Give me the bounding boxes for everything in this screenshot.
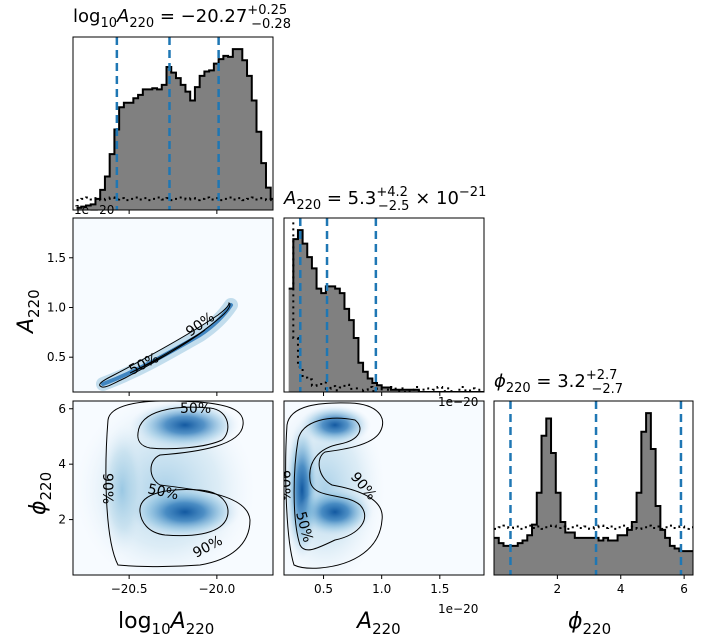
contour-50 <box>293 417 366 551</box>
histogram-fill <box>76 49 273 210</box>
y-tick-label: 4 <box>58 457 66 471</box>
y-tick-label: 2 <box>58 513 66 527</box>
panel-A220-vs-log10A220: 50% 90% <box>72 217 274 393</box>
y-axis-label-A220: A220 <box>14 289 43 335</box>
quantile-lines <box>299 218 378 392</box>
panel-A220-hist: A220 = 5.3+4.2 −2.5 × 10−21 <box>283 185 486 393</box>
contour-label-90: 90% <box>99 473 115 504</box>
quantile-lines <box>509 401 683 575</box>
axes-frame <box>72 217 274 393</box>
x-axis-label-phi220: ϕ220 <box>568 609 611 638</box>
x-tick-label: 2 <box>554 582 562 596</box>
y-axis-label-phi220: ϕ220 <box>26 472 55 515</box>
x-tick-label: 0.5 <box>314 582 333 596</box>
histogram-edge <box>288 229 484 392</box>
prior-histogram <box>292 218 484 392</box>
panel-phi220-hist: ϕ220 = 3.2+2.7 −2.7 <box>493 368 694 576</box>
density-mode-upper <box>299 405 371 445</box>
density-mode-lower <box>130 486 240 538</box>
panel-phi220-vs-A220: 50% 90% 90% <box>276 400 485 576</box>
x-tick-label: 1.0 <box>372 582 391 596</box>
axis-ticks: −20.5 −20.0 0.5 1.0 1.5 2 4 6 0.5 1.0 1.5 2 4 6 <box>47 210 688 596</box>
contour-50-lower <box>139 489 229 537</box>
x-tick-label: 6 <box>680 582 688 596</box>
x-tick-label: 1.5 <box>430 582 449 596</box>
offset-label: 1e−20 <box>438 395 478 409</box>
contour-label-50-top: 50% <box>180 401 211 417</box>
axes-frame <box>493 400 694 576</box>
prior-histogram <box>494 524 693 530</box>
panel-title-log10A220: log10A220 = −20.27+0.25 −0.28 <box>73 3 291 32</box>
contour-label-50: 50% <box>146 481 180 503</box>
x-tick-label: −20.0 <box>198 582 235 596</box>
histogram-fill <box>288 230 484 392</box>
contour-90 <box>285 402 384 569</box>
axes-frame <box>72 36 274 211</box>
density-background <box>73 218 273 392</box>
contour-label-50: 50% <box>292 510 316 544</box>
axes-frame <box>283 400 485 576</box>
contour-90 <box>105 401 251 568</box>
axes-frame <box>283 217 485 393</box>
contour-50-upper <box>137 406 229 450</box>
y-tick-label: 0.5 <box>47 350 66 364</box>
quantile-lines <box>115 37 220 210</box>
x-axis-label-log10A220: log10A220 <box>118 609 214 638</box>
density-left-arm <box>100 425 144 555</box>
y-tick-label: 1.0 <box>47 300 66 314</box>
offset-label: 1e−20 <box>74 203 114 217</box>
x-tick-label: −20.5 <box>111 582 148 596</box>
contour-label-90: 90% <box>276 470 292 501</box>
prior-histogram <box>76 196 273 202</box>
contour-90 <box>99 302 231 388</box>
contour-50 <box>129 329 206 374</box>
axes-frame <box>72 400 274 576</box>
density-mode-lower <box>297 488 373 536</box>
histogram-edge <box>76 48 273 209</box>
panel-title-A220: A220 = 5.3+4.2 −2.5 × 10−21 <box>283 185 486 214</box>
y-tick-label: 6 <box>58 402 66 416</box>
histogram-fill <box>494 413 693 575</box>
density-mode-upper <box>130 401 240 449</box>
panel-phi220-vs-log10A220: 50% 90% 90% 50% <box>72 400 274 576</box>
x-tick-label: 4 <box>617 582 625 596</box>
offset-label: 1e−20 <box>438 602 478 616</box>
x-axis-label-A220: A220 <box>355 609 401 638</box>
panel-log10A220-hist: log10A220 = −20.27+0.25 −0.28 <box>72 3 291 211</box>
y-tick-label: 1.5 <box>47 251 66 265</box>
panel-title-phi220: ϕ220 = 3.2+2.7 −2.7 <box>494 368 623 397</box>
histogram-edge <box>494 412 693 553</box>
